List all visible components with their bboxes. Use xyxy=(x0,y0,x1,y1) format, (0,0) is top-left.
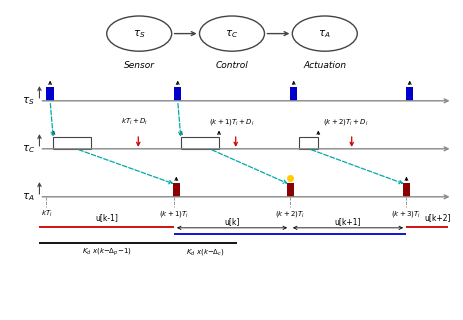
Text: u[k-1]: u[k-1] xyxy=(95,213,118,222)
Bar xyxy=(286,183,294,197)
Text: $\tau_A$: $\tau_A$ xyxy=(318,28,331,39)
Text: u[k+1]: u[k+1] xyxy=(334,218,361,227)
Bar xyxy=(174,87,181,101)
Bar xyxy=(402,183,409,197)
Text: $\tau_S$: $\tau_S$ xyxy=(22,95,35,107)
Text: Actuation: Actuation xyxy=(303,61,345,70)
Text: $(k+1)T_i+D_i$: $(k+1)T_i+D_i$ xyxy=(209,116,254,127)
Text: $\tau_A$: $\tau_A$ xyxy=(22,191,35,203)
Text: $K_d\ x(k{-}\Delta_c)$: $K_d\ x(k{-}\Delta_c)$ xyxy=(186,247,224,257)
Text: Sensor: Sensor xyxy=(124,61,154,70)
Bar xyxy=(289,87,297,101)
Bar xyxy=(181,137,219,149)
Text: $(k+3)T_i$: $(k+3)T_i$ xyxy=(390,209,420,219)
Text: $\tau_C$: $\tau_C$ xyxy=(225,28,238,39)
Text: $(k+2)T_i$: $(k+2)T_i$ xyxy=(274,209,305,219)
Text: $(k+2)T_i+D_i$: $(k+2)T_i+D_i$ xyxy=(322,116,368,127)
Bar xyxy=(172,183,180,197)
Bar xyxy=(405,87,413,101)
Bar xyxy=(299,137,318,149)
Text: $kT_i$: $kT_i$ xyxy=(40,209,52,219)
Text: $kT_i+D_i$: $kT_i+D_i$ xyxy=(121,116,148,127)
Text: $K_d\ x(k{-}\Delta_p{-}1)$: $K_d\ x(k{-}\Delta_p{-}1)$ xyxy=(82,247,131,259)
Text: u[k]: u[k] xyxy=(224,218,239,227)
Bar xyxy=(53,137,91,149)
Text: Control: Control xyxy=(215,61,248,70)
Bar xyxy=(46,87,54,101)
Text: $(k+1)T_i$: $(k+1)T_i$ xyxy=(158,209,189,219)
Text: u[k+2]: u[k+2] xyxy=(424,213,450,222)
Text: $\tau_C$: $\tau_C$ xyxy=(21,143,35,155)
Text: $\tau_S$: $\tau_S$ xyxy=(132,28,145,39)
